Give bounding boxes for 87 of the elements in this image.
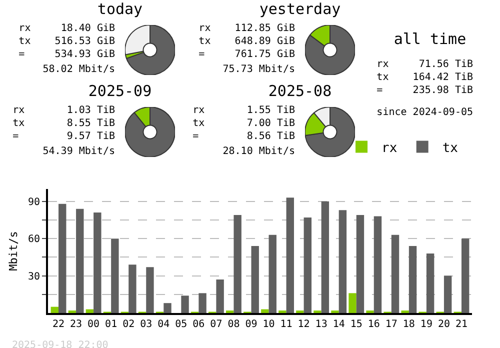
donut-slice <box>305 25 355 75</box>
x-tick-label: 22 <box>52 319 65 330</box>
bar <box>181 296 189 313</box>
donut-slice <box>305 107 355 157</box>
text: = 534.93 GiB <box>18 48 115 61</box>
text: rx 1.55 TiB <box>192 104 295 117</box>
text: = 8.56 TiB <box>192 130 295 143</box>
x-tick-label: 02 <box>122 319 135 330</box>
x-tick-label: 08 <box>228 319 240 330</box>
legend-label: tx <box>442 140 458 156</box>
x-tick-label: 13 <box>315 319 328 330</box>
bar <box>94 212 102 313</box>
text: = 761.75 GiB <box>198 48 295 61</box>
bar <box>50 306 59 313</box>
donut-slice <box>126 25 175 75</box>
bar <box>76 208 84 313</box>
x-tick-label: 10 <box>262 319 275 330</box>
x-tick-label: 06 <box>192 319 205 330</box>
bar <box>304 218 312 313</box>
text: 54.39 Mbit/s <box>42 145 115 158</box>
x-tick-label: 20 <box>438 319 450 330</box>
x-tick-label: 03 <box>140 319 152 330</box>
text: 58.02 Mbit/s <box>42 63 115 76</box>
x-tick-label: 12 <box>298 319 310 330</box>
x-tick-label: 14 <box>332 319 345 330</box>
bar <box>321 201 330 313</box>
bar <box>348 293 356 313</box>
bar <box>461 238 470 313</box>
bar <box>128 264 136 313</box>
text: 28.10 Mbit/s <box>222 145 295 158</box>
x-tick-label: 05 <box>175 319 188 330</box>
x-tick-label: 17 <box>385 319 398 330</box>
text: tx 164.42 TiB <box>376 71 473 84</box>
bar <box>198 293 206 313</box>
chart-title: yesterday <box>258 0 342 18</box>
text: all time <box>392 30 468 48</box>
text: rx 112.85 GiB <box>198 22 295 35</box>
text: 75.73 Mbit/s <box>222 63 295 76</box>
x-tick-label: 01 <box>105 319 118 330</box>
x-tick-label: 07 <box>210 319 222 330</box>
chart-title: today <box>96 0 144 18</box>
text: = 9.57 TiB <box>12 130 115 143</box>
bar <box>408 246 417 313</box>
bar <box>58 204 66 313</box>
bar <box>86 309 94 313</box>
text: tx 8.55 TiB <box>12 117 115 130</box>
text: rx 1.03 TiB <box>12 104 115 117</box>
x-tick-label: 23 <box>70 319 82 330</box>
text: rx 18.40 GiB <box>18 22 115 35</box>
text: since 2024-09-05 <box>376 106 473 119</box>
x-tick-label: 21 <box>455 319 468 330</box>
bar <box>234 215 242 313</box>
x-tick-label: 11 <box>280 319 292 330</box>
x-tick-label: 04 <box>158 319 170 330</box>
bar <box>111 238 119 313</box>
bar <box>286 198 294 313</box>
y-tick-label: 30 <box>28 271 40 282</box>
bar <box>251 246 259 313</box>
bar <box>426 253 434 313</box>
x-tick-label: 16 <box>368 319 380 330</box>
bar <box>374 216 382 313</box>
x-tick-label: 18 <box>402 319 415 330</box>
bar <box>444 276 452 313</box>
chart-title: 2025-09 <box>87 82 153 100</box>
text: rx 71.56 TiB <box>376 58 473 71</box>
bar <box>261 309 269 313</box>
chart-title: 2025-08 <box>268 82 332 100</box>
x-tick-label: 15 <box>350 319 362 330</box>
legend-label: rx <box>382 140 398 156</box>
x-tick-label: 19 <box>420 319 432 330</box>
text: tx 7.00 TiB <box>192 117 295 130</box>
text: tx 516.53 GiB <box>18 35 115 48</box>
bar <box>146 267 154 313</box>
x-tick-label: 09 <box>245 319 258 330</box>
donut-slice <box>125 107 175 157</box>
y-axis-title: Mbit/s <box>7 231 20 271</box>
x-tick-label: 00 <box>88 319 100 330</box>
bar <box>356 215 364 313</box>
y-tick-label: 60 <box>28 234 40 246</box>
bar <box>338 210 347 313</box>
bar <box>164 303 172 313</box>
text: tx 648.89 GiB <box>198 35 295 48</box>
bar <box>216 280 224 313</box>
bar <box>268 234 276 313</box>
bar <box>391 234 400 313</box>
text: = 235.98 TiB <box>376 84 473 97</box>
y-tick-label: 90 <box>28 196 40 208</box>
